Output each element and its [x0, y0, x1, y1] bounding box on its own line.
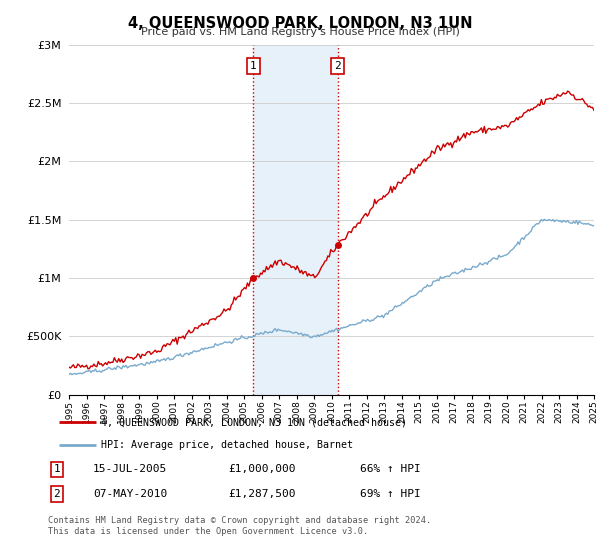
Text: 4, QUEENSWOOD PARK, LONDON, N3 1UN (detached house): 4, QUEENSWOOD PARK, LONDON, N3 1UN (deta… — [101, 417, 407, 427]
Text: 69% ↑ HPI: 69% ↑ HPI — [360, 489, 421, 499]
Bar — [253, 45, 338, 395]
Text: 2: 2 — [334, 61, 341, 71]
Text: 2: 2 — [53, 489, 61, 499]
Text: HPI: Average price, detached house, Barnet: HPI: Average price, detached house, Barn… — [101, 440, 353, 450]
Text: Contains HM Land Registry data © Crown copyright and database right 2024.
This d: Contains HM Land Registry data © Crown c… — [48, 516, 431, 536]
Text: 66% ↑ HPI: 66% ↑ HPI — [360, 464, 421, 474]
Text: £1,287,500: £1,287,500 — [228, 489, 296, 499]
Text: £1,000,000: £1,000,000 — [228, 464, 296, 474]
Text: 1: 1 — [53, 464, 61, 474]
Text: 15-JUL-2005: 15-JUL-2005 — [93, 464, 167, 474]
Text: 1: 1 — [250, 61, 257, 71]
Text: 4, QUEENSWOOD PARK, LONDON, N3 1UN: 4, QUEENSWOOD PARK, LONDON, N3 1UN — [128, 16, 472, 31]
Text: Price paid vs. HM Land Registry's House Price Index (HPI): Price paid vs. HM Land Registry's House … — [140, 27, 460, 37]
Text: 07-MAY-2010: 07-MAY-2010 — [93, 489, 167, 499]
